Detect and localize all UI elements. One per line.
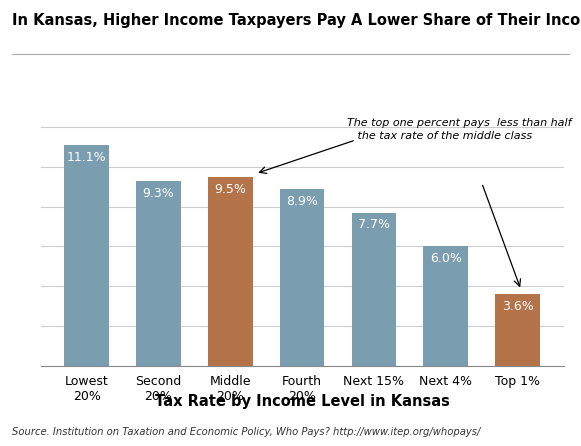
Bar	[424, 246, 468, 366]
Text: 9.5%: 9.5%	[214, 183, 246, 196]
Text: 7.7%: 7.7%	[358, 219, 390, 231]
Text: The top one percent pays  less than half
   the tax rate of the middle class: The top one percent pays less than half …	[347, 118, 571, 141]
Text: 11.1%: 11.1%	[67, 151, 106, 164]
Text: Source. Institution on Taxation and Economic Policy, Who Pays? http://www.itep.o: Source. Institution on Taxation and Econ…	[12, 427, 480, 437]
Text: 8.9%: 8.9%	[286, 194, 318, 207]
Text: 3.6%: 3.6%	[501, 300, 533, 313]
Bar	[280, 189, 324, 366]
Text: 6.0%: 6.0%	[430, 252, 462, 265]
Text: Tax Rate by Income Level in Kansas: Tax Rate by Income Level in Kansas	[155, 394, 450, 409]
Text: 9.3%: 9.3%	[142, 186, 174, 200]
Bar	[352, 212, 396, 366]
Text: In Kansas, Higher Income Taxpayers Pay A Lower Share of Their Income in State an: In Kansas, Higher Income Taxpayers Pay A…	[12, 13, 581, 29]
Bar	[208, 177, 253, 366]
Bar	[137, 181, 181, 366]
Bar	[495, 294, 540, 366]
Bar	[64, 145, 109, 366]
